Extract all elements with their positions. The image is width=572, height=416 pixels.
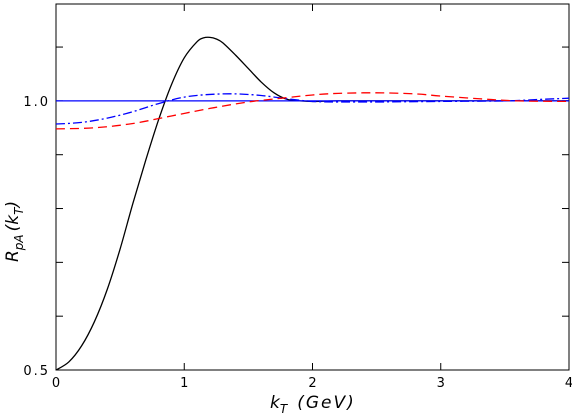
x-tick-label: 3 — [437, 376, 445, 391]
y-tick-label: 1.0 — [23, 95, 50, 110]
series-layer — [55, 36, 570, 371]
series-line-0 — [55, 36, 569, 371]
x-tick-label: 0 — [52, 376, 60, 391]
axis-ticks — [55, 4, 570, 371]
plot-frame — [55, 3, 570, 371]
x-axis-label: kT (GeV) — [270, 393, 356, 416]
x-tick-label: 4 — [565, 376, 572, 391]
series-line-3 — [55, 92, 570, 130]
tick-labels: 0 1 2 3 4 0.5 1.0 — [23, 95, 572, 391]
series-line-2 — [55, 93, 570, 125]
y-tick-label: 0.5 — [23, 364, 50, 379]
y-axis-label: RpA(kT) — [3, 201, 26, 262]
x-tick-label: 1 — [180, 376, 188, 391]
x-tick-label: 2 — [308, 376, 316, 391]
